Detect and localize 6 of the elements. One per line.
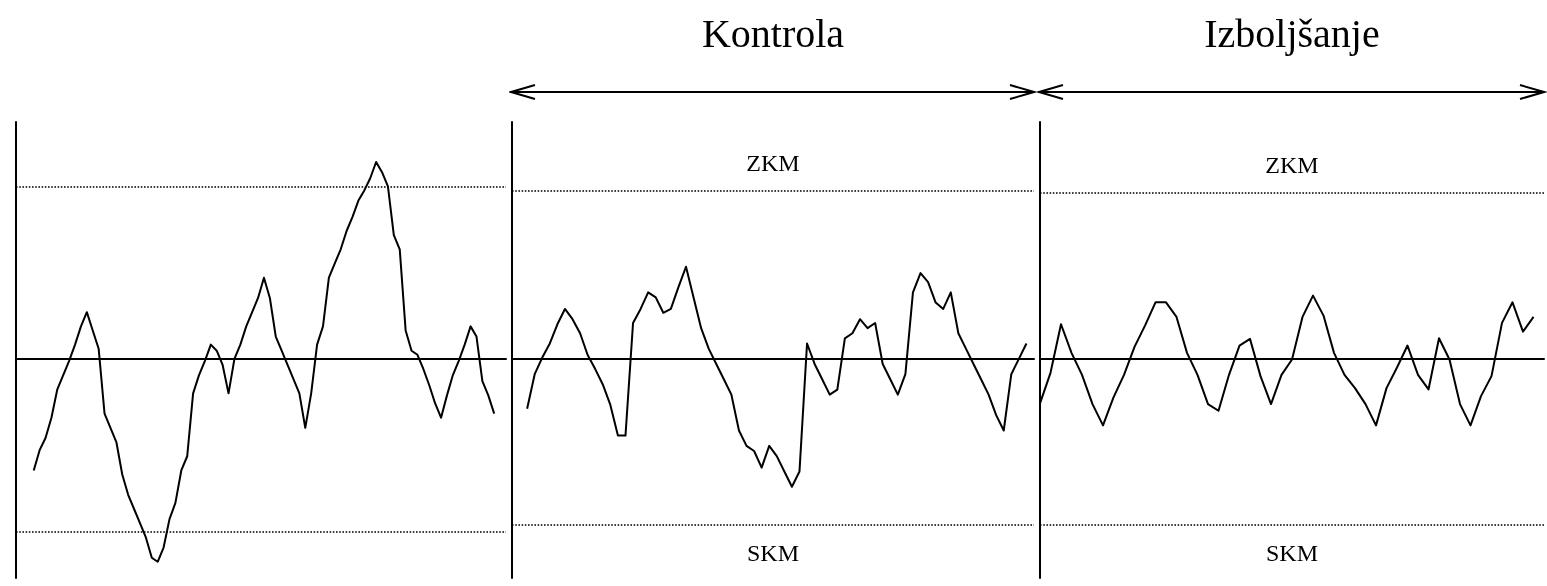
ref-line-label: ZKM <box>1265 152 1319 179</box>
chart-title: Izboljšanje <box>1204 10 1380 56</box>
ref-line-label: SKM <box>746 540 800 567</box>
ref-line-label: SKM <box>1265 540 1319 567</box>
ref-line-label: ZKM <box>746 150 800 177</box>
chart-title: Kontrola <box>701 10 845 56</box>
